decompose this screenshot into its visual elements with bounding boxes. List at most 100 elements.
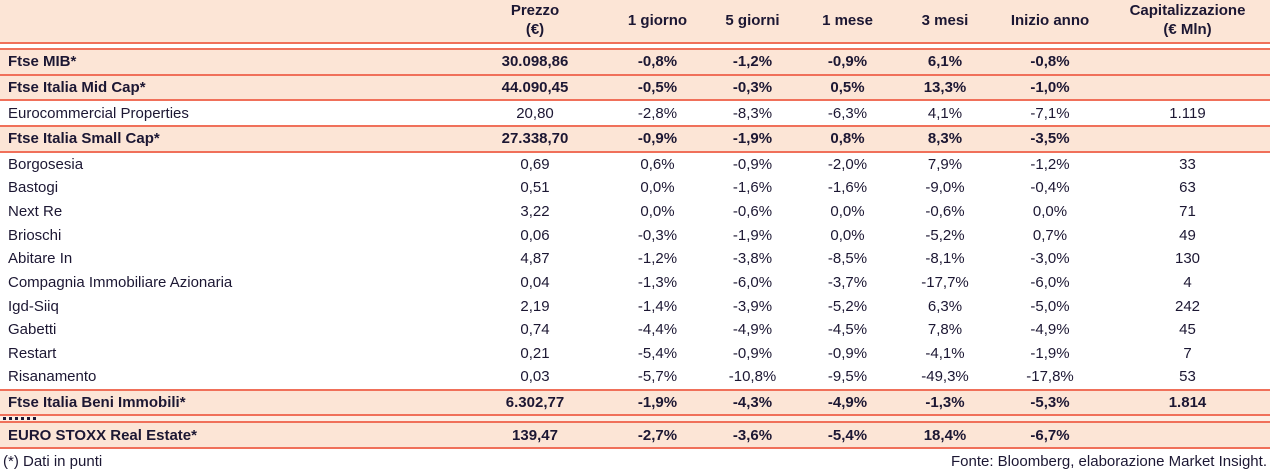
- cell-prezzo: 0,69: [520, 155, 550, 173]
- row-label: Ftse MIB*: [8, 53, 77, 71]
- cell-inizio-anno: -5,3%: [1030, 394, 1070, 412]
- cell-1-giorno: -1,4%: [637, 297, 678, 315]
- divider-line: [0, 150, 1270, 153]
- row-label: Risanamento: [8, 368, 97, 386]
- row-label: Ftse Italia Small Cap*: [8, 130, 160, 148]
- cell-prezzo: 20,80: [516, 104, 554, 122]
- cell-1-mese: -1,6%: [827, 179, 868, 197]
- cell-prezzo: 0,06: [520, 226, 550, 244]
- table-row: Ftse MIB* 30.098,86 -0,8% -1,2% -0,9% 6,…: [0, 50, 1270, 74]
- row-label: Borgosesia: [8, 155, 84, 173]
- cell-5-giorni: -1,9%: [732, 130, 773, 148]
- row-label: Next Re: [8, 203, 63, 221]
- cell-inizio-anno: 0,7%: [1032, 226, 1068, 244]
- table-row: Gabetti 0,74 -4,4% -4,9% -4,5% 7,8% -4,9…: [0, 317, 1270, 342]
- header-label: 5 giorni: [725, 11, 780, 29]
- cell-inizio-anno: -5,0%: [1030, 297, 1070, 315]
- cell-3-mesi: 4,1%: [927, 104, 963, 122]
- cell-5-giorni: -0,3%: [732, 78, 773, 96]
- table-header: Prezzo (€) 1 giorno 5 giorni 1 mese 3 me…: [0, 0, 1270, 42]
- cell-1-mese: -4,5%: [827, 321, 868, 339]
- header-capitalizzazione: Capitalizzazione (€ Mln): [1105, 0, 1270, 42]
- cell-5-giorni: -8,3%: [732, 104, 773, 122]
- cell-1-mese: -6,3%: [827, 104, 868, 122]
- cell-prezzo: 0,21: [520, 344, 550, 362]
- cell-inizio-anno: -4,9%: [1030, 321, 1070, 339]
- cell-3-mesi: -4,1%: [925, 344, 965, 362]
- header-label: Prezzo: [510, 2, 560, 20]
- cell-1-giorno: -5,7%: [637, 368, 678, 386]
- row-label: Restart: [8, 344, 57, 362]
- cell-prezzo: 44.090,45: [501, 78, 569, 96]
- divider-line: [0, 421, 1270, 424]
- cell-3-mesi: -9,0%: [925, 179, 965, 197]
- cell-prezzo: 0,04: [520, 273, 550, 291]
- row-label: EURO STOXX Real Estate*: [8, 426, 197, 444]
- cell-3-mesi: -49,3%: [921, 368, 969, 386]
- header-3-mesi: 3 mesi: [895, 0, 995, 42]
- table-row: EURO STOXX Real Estate* 139,47 -2,7% -3,…: [0, 423, 1270, 447]
- cell-3-mesi: -8,1%: [925, 250, 965, 268]
- cell-capitalizzazione: 242: [1174, 297, 1201, 315]
- row-label: Brioschi: [8, 226, 62, 244]
- cell-1-giorno: -0,3%: [637, 226, 678, 244]
- cell-1-mese: 0,0%: [830, 226, 865, 244]
- cell-inizio-anno: -1,2%: [1030, 155, 1070, 173]
- cell-capitalizzazione: 130: [1174, 250, 1201, 268]
- cell-3-mesi: 8,3%: [927, 130, 963, 148]
- header-sublabel: (€ Mln): [1163, 21, 1212, 38]
- cell-1-giorno: -0,8%: [637, 53, 678, 71]
- cell-inizio-anno: -6,7%: [1030, 426, 1070, 444]
- cell-inizio-anno: -17,8%: [1026, 368, 1074, 386]
- header-1-giorno: 1 giorno: [610, 0, 705, 42]
- cell-3-mesi: 7,9%: [927, 155, 963, 173]
- cell-inizio-anno: 0,0%: [1032, 203, 1068, 221]
- header-1-mese: 1 mese: [800, 0, 895, 42]
- cell-5-giorni: -4,3%: [732, 394, 773, 412]
- cell-5-giorni: -4,9%: [732, 321, 773, 339]
- row-label: Bastogi: [8, 179, 59, 197]
- cell-1-giorno: -2,8%: [637, 104, 678, 122]
- table-row: Borgosesia 0,69 0,6% -0,9% -2,0% 7,9% -1…: [0, 152, 1270, 177]
- table-row: Igd-Siiq 2,19 -1,4% -3,9% -5,2% 6,3% -5,…: [0, 294, 1270, 318]
- cell-1-mese: -5,4%: [827, 426, 868, 444]
- cell-prezzo: 0,51: [520, 179, 550, 197]
- cell-capitalizzazione: 33: [1179, 155, 1196, 173]
- cell-capitalizzazione: 71: [1179, 203, 1196, 221]
- cell-inizio-anno: -1,9%: [1030, 344, 1070, 362]
- cell-inizio-anno: -0,8%: [1030, 53, 1070, 71]
- cell-5-giorni: -3,8%: [732, 250, 773, 268]
- cell-1-giorno: -1,2%: [637, 250, 678, 268]
- header-label: Capitalizzazione: [1129, 2, 1246, 20]
- header-label: 1 giorno: [627, 11, 688, 29]
- cell-5-giorni: -6,0%: [732, 273, 773, 291]
- cell-3-mesi: -0,6%: [925, 203, 965, 221]
- row-label: Abitare In: [8, 250, 73, 268]
- header-label: 1 mese: [822, 11, 873, 29]
- table-footer: (*) Dati in punti Fonte: Bloomberg, elab…: [0, 449, 1270, 474]
- divider-line: [0, 414, 1270, 417]
- cell-3-mesi: -5,2%: [925, 226, 965, 244]
- cell-1-giorno: -0,5%: [637, 78, 678, 96]
- cell-1-giorno: -0,9%: [637, 130, 678, 148]
- cell-prezzo: 6.302,77: [505, 394, 565, 412]
- row-label: Ftse Italia Beni Immobili*: [8, 394, 186, 412]
- cell-inizio-anno: -3,5%: [1030, 130, 1070, 148]
- cell-5-giorni: -10,8%: [728, 368, 777, 386]
- clipped-row: [0, 416, 1270, 422]
- cell-prezzo: 139,47: [512, 426, 558, 444]
- cell-3-mesi: -1,3%: [925, 394, 965, 412]
- cell-1-giorno: -1,9%: [637, 394, 678, 412]
- table-row: Ftse Italia Mid Cap* 44.090,45 -0,5% -0,…: [0, 75, 1270, 100]
- cell-1-mese: -3,7%: [827, 273, 868, 291]
- cell-5-giorni: -0,6%: [732, 203, 773, 221]
- cell-5-giorni: -1,9%: [732, 226, 773, 244]
- cell-1-giorno: 0,0%: [640, 179, 675, 197]
- cell-capitalizzazione: 1.814: [1168, 394, 1207, 412]
- cell-inizio-anno: -0,4%: [1030, 179, 1070, 197]
- cell-1-mese: -9,5%: [827, 368, 868, 386]
- cell-prezzo: 3,22: [520, 203, 550, 221]
- cell-1-mese: -2,0%: [827, 155, 868, 173]
- cell-3-mesi: 18,4%: [923, 426, 967, 444]
